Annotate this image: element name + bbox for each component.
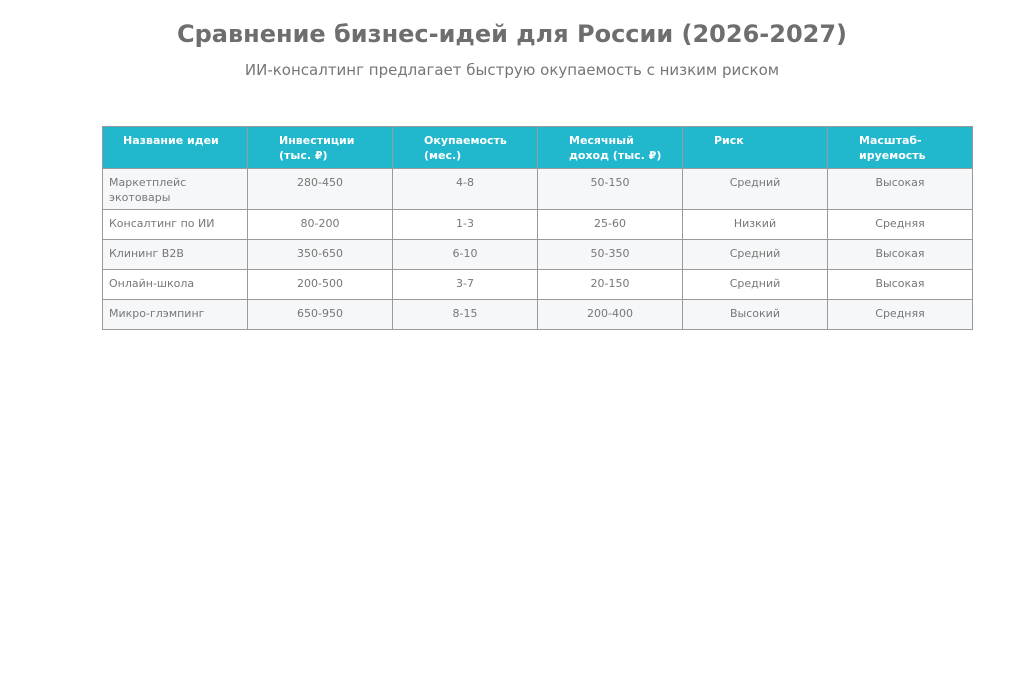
table-cell: Клининг B2B (102, 239, 248, 270)
column-header: Масштаб-ируемость (827, 126, 973, 169)
column-header: Месячный доход (тыс. ₽) (537, 126, 683, 169)
table-row: Клининг B2B 350-650 6-10 50-350 Средний Высок… (102, 239, 973, 270)
table-cell: Высокая (827, 168, 973, 210)
table-row: Микро-глэмпинг 650-950 8-15 200-400 Высокий С… (102, 299, 973, 330)
table-cell: 6-10 (392, 239, 538, 270)
table-cell: 200-400 (537, 299, 683, 330)
table-cell: Средний (682, 269, 828, 300)
table-cell: Средний (682, 239, 828, 270)
table-cell: Микро-глэмпинг (102, 299, 248, 330)
table-cell: 1-3 (392, 209, 538, 240)
table-cell: Высокая (827, 269, 973, 300)
table-cell: Маркетплейс экотовары (102, 168, 248, 210)
table-header-row: Название идеи Инвестиции (тыс. ₽) Окупаемо… (102, 126, 973, 169)
table-cell: Консалтинг по ИИ (102, 209, 248, 240)
table-cell: Онлайн-школа (102, 269, 248, 300)
table-cell: 350-650 (247, 239, 393, 270)
table-cell: 80-200 (247, 209, 393, 240)
column-header: Риск (682, 126, 828, 169)
column-header: Окупаемость (мес.) (392, 126, 538, 169)
table-cell: Средняя (827, 299, 973, 330)
table-cell: 4-8 (392, 168, 538, 210)
table-cell: 650-950 (247, 299, 393, 330)
table-cell: Низкий (682, 209, 828, 240)
column-header: Инвестиции (тыс. ₽) (247, 126, 393, 169)
comparison-table: Название идеи Инвестиции (тыс. ₽) Окупаемо… (102, 126, 973, 330)
table-row: Маркетплейс экотовары 280-450 4-8 50-150 Сре… (102, 168, 973, 210)
chart-title: Сравнение бизнес-идей для России (2026-2… (176, 20, 848, 48)
column-header: Название идеи (102, 126, 248, 169)
table-cell: Высокий (682, 299, 828, 330)
table-cell: Высокая (827, 239, 973, 270)
table-cell: 3-7 (392, 269, 538, 300)
table-cell: 50-150 (537, 168, 683, 210)
table-cell: 50-350 (537, 239, 683, 270)
table-cell: 20-150 (537, 269, 683, 300)
table-cell: Средний (682, 168, 828, 210)
table-row: Онлайн-школа 200-500 3-7 20-150 Средний Высок… (102, 269, 973, 300)
table-cell: 25-60 (537, 209, 683, 240)
table-cell: Средняя (827, 209, 973, 240)
table-row: Консалтинг по ИИ 80-200 1-3 25-60 Низкий Сред… (102, 209, 973, 240)
table-cell: 280-450 (247, 168, 393, 210)
table-cell: 200-500 (247, 269, 393, 300)
chart-subtitle: ИИ-консалтинг предлагает быструю окупаем… (244, 61, 780, 79)
table-cell: 8-15 (392, 299, 538, 330)
